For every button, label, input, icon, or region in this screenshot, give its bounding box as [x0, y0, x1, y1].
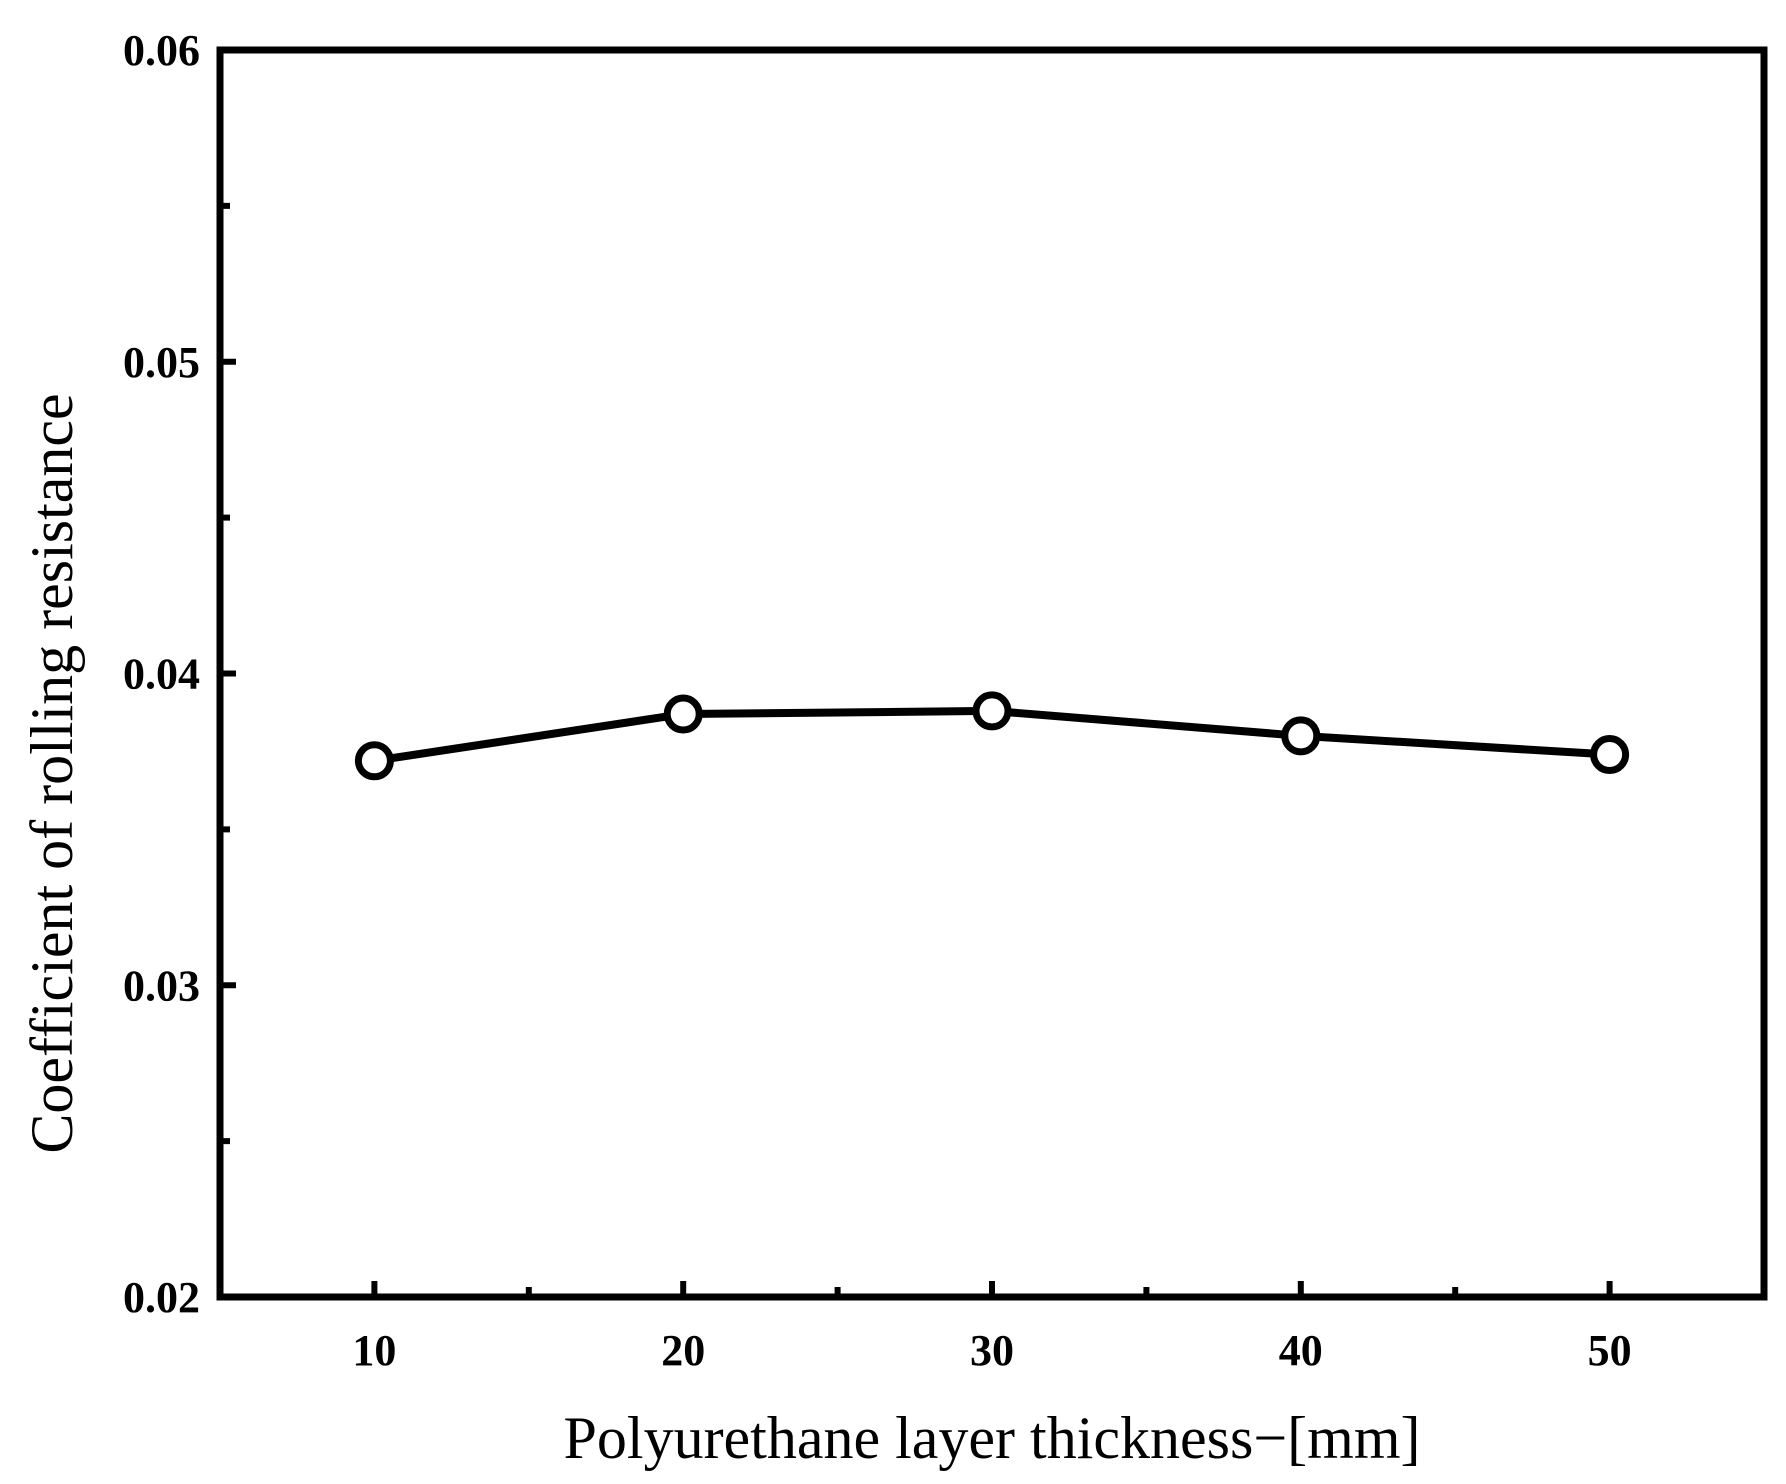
y-tick-label: 0.04 [123, 650, 200, 699]
y-tick-label: 0.02 [123, 1273, 200, 1322]
x-tick-label: 40 [1279, 1326, 1323, 1375]
y-tick-label: 0.06 [123, 26, 200, 75]
x-tick-label: 50 [1588, 1326, 1632, 1375]
data-point [1590, 735, 1630, 775]
plot-frame [216, 46, 1768, 1301]
data-point [1281, 716, 1321, 756]
x-tick-label: 10 [352, 1326, 396, 1375]
x-tick-label: 30 [970, 1326, 1014, 1375]
data-point [663, 694, 703, 734]
data-point [972, 691, 1012, 731]
x-axis-label: Polyurethane layer thickness−[mm] [564, 1405, 1421, 1471]
y-axis-label: Coefficient of rolling resistance [19, 393, 85, 1153]
data-point [354, 741, 394, 781]
x-tick-label: 20 [661, 1326, 705, 1375]
y-tick-label: 0.03 [123, 961, 200, 1010]
y-tick-label: 0.05 [123, 338, 200, 387]
series-layer [354, 691, 1630, 781]
labels-layer: 10 20 30 40 50 0.02 0.03 0.04 0.05 0.06 [123, 26, 1632, 1375]
